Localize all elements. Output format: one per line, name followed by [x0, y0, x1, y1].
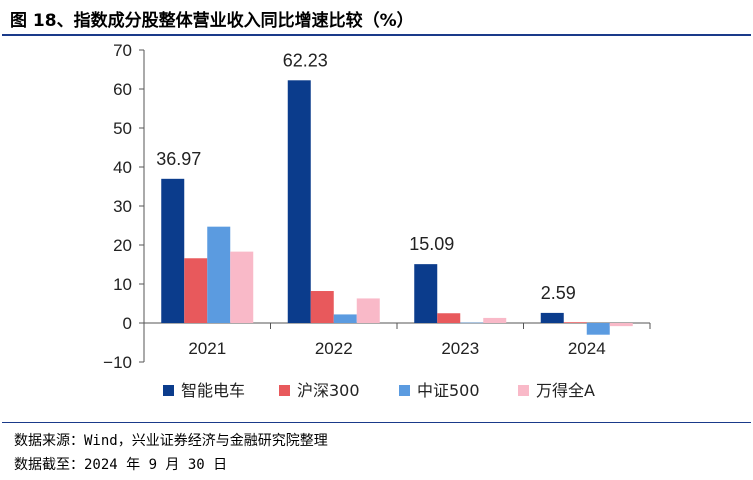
y-tick-label: 40: [113, 158, 132, 177]
data-label: 62.23: [283, 50, 328, 70]
source-note: 数据来源：Wind，兴业证券经济与金融研究院整理: [14, 433, 328, 449]
y-tick-label: 60: [113, 80, 132, 99]
bar: [356, 298, 380, 323]
data-label: 2.59: [541, 283, 576, 303]
legend-label: 中证500: [417, 381, 480, 400]
bar: [230, 251, 254, 323]
legend-label: 万得全A: [536, 381, 595, 400]
x-tick-label: 2021: [188, 339, 226, 358]
x-tick-label: 2024: [568, 339, 606, 358]
bar: [437, 313, 461, 323]
y-tick-label: 50: [113, 119, 132, 138]
bar: [540, 312, 564, 323]
y-tick-label: 20: [113, 236, 132, 255]
bar: [563, 322, 587, 323]
bar: [287, 80, 311, 323]
data-date-note: 数据截至：2024 年 9 月 30 日: [14, 457, 228, 473]
legend-swatch: [518, 385, 529, 396]
legend-swatch: [163, 385, 174, 396]
bar: [184, 258, 208, 323]
bar: [414, 264, 438, 323]
bar: [161, 178, 185, 323]
y-tick-label: 0: [123, 314, 132, 333]
legend-swatch: [399, 385, 410, 396]
legend-swatch: [279, 385, 290, 396]
bar: [310, 291, 334, 323]
data-label: 15.09: [409, 234, 454, 254]
y-tick-label: 10: [113, 275, 132, 294]
bar: [460, 322, 484, 324]
legend-label: 沪深300: [297, 381, 360, 400]
bar: [609, 323, 633, 327]
x-tick-label: 2022: [315, 339, 353, 358]
bar-chart: −10 0 10 20 30 40 50 60 70 2021 2022 2023 2024 36.97 6…: [103, 41, 651, 400]
chart-title: 图 18、指数成分股整体营业收入同比增速比较（%）: [10, 11, 414, 31]
x-tick-label: 2023: [441, 339, 479, 358]
title-bar: 图 18、指数成分股整体营业收入同比增速比较（%）: [2, 0, 751, 36]
bar: [333, 314, 357, 323]
y-tick-label: 70: [113, 41, 132, 60]
y-tick-label: −10: [103, 353, 132, 372]
y-tick-label: 30: [113, 197, 132, 216]
data-label: 36.97: [156, 149, 201, 169]
bar: [483, 317, 507, 323]
source-divider: [2, 422, 751, 423]
bar: [586, 323, 610, 335]
bar: [207, 226, 231, 323]
legend-label: 智能电车: [181, 381, 245, 400]
